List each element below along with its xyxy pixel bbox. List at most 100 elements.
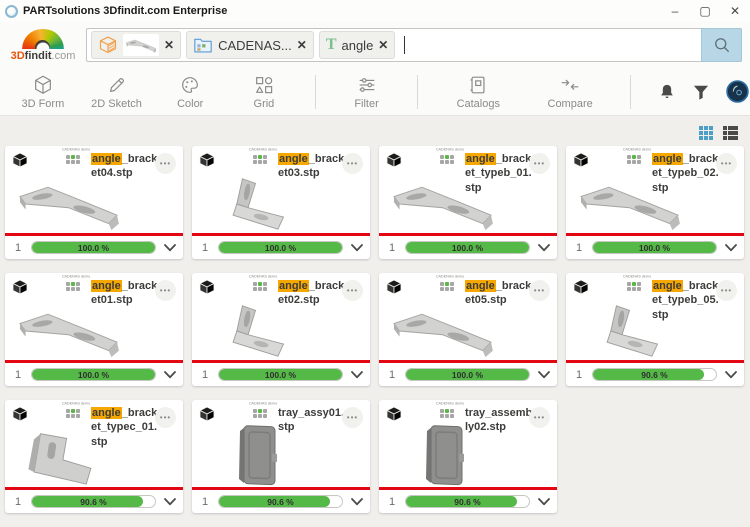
expand-card-button[interactable] [162,497,178,506]
grid-view-button[interactable] [699,126,713,140]
title-rest: _bracket04.stp [91,153,158,180]
search-chip-catalog[interactable]: CADENAS... ✕ [186,31,314,59]
part-shape [27,433,92,485]
toolbar-color-button[interactable]: Color [153,74,227,110]
result-card[interactable]: CADENAS demo tray_assembly02.stp ••• 1 9… [379,400,557,513]
card-menu-button[interactable]: ••• [155,153,176,174]
user-account-button[interactable] [725,79,750,104]
remove-catalog-chip-icon[interactable]: ✕ [296,38,307,52]
result-card[interactable]: CADENAS demo angle_bracket_typeb_02.stp … [566,146,744,259]
card-divider-line [5,233,183,236]
match-score-label: 90.6 % [454,497,481,507]
remove-shape-chip-icon[interactable]: ✕ [164,38,175,52]
card-menu-button[interactable]: ••• [342,153,363,174]
catalog-badge-label: CADENAS demo [622,275,652,279]
header: 3Dfindit.com ✕ CADENAS... ✕ [0,22,750,68]
part-filename: angle_bracket_typeb_02.stp [652,152,720,195]
card-menu-button[interactable]: ••• [529,280,550,301]
expand-card-button[interactable] [349,243,365,252]
card-menu-button[interactable]: ••• [716,153,737,174]
expand-card-button[interactable] [349,370,365,379]
part-cube-icon [386,152,402,168]
toolbar-grid-button[interactable]: Grid [227,74,301,110]
result-card[interactable]: CADENAS demo angle_bracket03.stp ••• 1 1… [192,146,370,259]
search-chip-text[interactable]: T angle ✕ [318,31,396,59]
result-card[interactable]: CADENAS demo angle_bracket05.stp ••• 1 1… [379,273,557,386]
toolbar-filter-button[interactable]: Filter [330,74,404,110]
part-filename: angle_bracket01.stp [91,279,159,308]
card-menu-button[interactable]: ••• [716,280,737,301]
search-bar[interactable]: ✕ CADENAS... ✕ T angle ✕ [86,28,742,62]
card-menu-button[interactable]: ••• [342,407,363,428]
expand-card-button[interactable] [536,370,552,379]
filter-results-button[interactable] [691,82,711,102]
card-footer: 1 100.0 % [192,236,370,259]
result-card[interactable]: CADENAS demo tray_assy01.stp ••• 1 90.6 … [192,400,370,513]
match-score-label: 90.6 % [80,497,107,507]
result-card[interactable]: CADENAS demo angle_bracket04.stp ••• 1 1… [5,146,183,259]
toolbar-divider [630,74,632,109]
match-score-bar: 100.0 % [405,368,530,381]
expand-card-button[interactable] [723,243,739,252]
catalog-badge: CADENAS demo [429,148,465,164]
chevron-down-icon [164,370,176,378]
result-card[interactable]: CADENAS demo angle_bracket01.stp ••• 1 1… [5,273,183,386]
maximize-button[interactable]: ▢ [699,4,711,18]
match-bar-fill [593,242,716,253]
match-score-bar: 100.0 % [218,368,343,381]
close-button[interactable]: ✕ [729,4,741,18]
toolbar-compare-button[interactable]: Compare [524,74,616,110]
expand-card-button[interactable] [162,243,178,252]
minimize-button[interactable]: – [671,4,679,18]
notifications-button[interactable] [657,82,677,102]
search-chip-3d-shape[interactable]: ✕ [91,31,182,59]
card-divider-line [5,487,183,490]
card-divider-line [379,360,557,363]
match-bar-fill [219,369,342,380]
expand-card-button[interactable] [536,497,552,506]
result-card[interactable]: CADENAS demo angle_bracket02.stp ••• 1 1… [192,273,370,386]
title-highlight: angle [278,280,309,292]
pencil-icon [109,77,124,92]
title-rest: tray_assembly02.stp [465,407,533,434]
search-button[interactable] [701,28,742,62]
part-preview-image [232,305,284,357]
result-card[interactable]: CADENAS demo angle_bracket_typec_01.stp … [5,400,183,513]
expand-card-button[interactable] [349,497,365,506]
toolbar-3d-form-button[interactable]: 3D Form [6,74,80,110]
list-view-button[interactable] [723,126,738,140]
catalog-parts-icon [626,281,642,291]
result-count: 1 [202,495,209,508]
card-divider-line [379,487,557,490]
expand-card-button[interactable] [536,243,552,252]
title-rest: _bracket03.stp [278,153,345,180]
card-menu-button[interactable]: ••• [155,280,176,301]
toolbar-catalogs-button[interactable]: Catalogs [432,74,524,110]
catalog-parts-icon [65,281,81,291]
match-score-label: 90.6 % [641,370,668,380]
card-menu-button[interactable]: ••• [529,407,550,428]
card-divider-line [192,233,370,236]
part-cube-icon [573,279,589,295]
card-menu-button[interactable]: ••• [342,280,363,301]
catalog-parts-icon [439,408,455,418]
expand-card-button[interactable] [162,370,178,379]
expand-card-button[interactable] [723,370,739,379]
part-shape [232,178,284,230]
part-cube-icon [573,152,589,168]
catalog-badge: CADENAS demo [429,275,465,291]
part-preview-image [19,186,120,231]
part-cube-icon [12,152,28,168]
app-icon [5,4,18,18]
part-preview-image [606,305,658,357]
part-shape [606,305,658,357]
card-menu-button[interactable]: ••• [155,407,176,428]
result-card[interactable]: CADENAS demo angle_bracket_typeb_01.stp … [379,146,557,259]
result-card[interactable]: CADENAS demo angle_bracket_typeb_05.stp … [566,273,744,386]
card-menu-button[interactable]: ••• [529,153,550,174]
title-highlight: angle [91,153,122,165]
part-shape [238,424,278,486]
toolbar-2d-sketch-button[interactable]: 2D Sketch [80,74,154,110]
match-bar-fill [406,496,518,507]
remove-text-chip-icon[interactable]: ✕ [378,38,389,52]
